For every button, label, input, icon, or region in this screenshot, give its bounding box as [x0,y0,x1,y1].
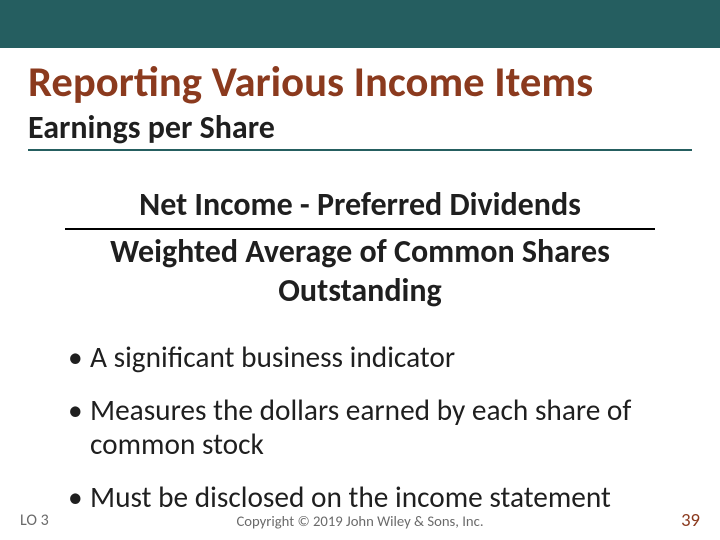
bullet-item: A significant business indicator [68,340,664,375]
formula-numerator: Net Income - Preferred Dividends [139,185,581,224]
slide-subtitle: Earnings per Share [0,108,720,149]
copyright-text: Copyright © 2019 John Wiley & Sons, Inc. [236,512,483,530]
top-accent-bar [0,0,720,48]
learning-objective-label: LO 3 [20,511,49,530]
slide-title: Reporting Various Income Items [0,48,720,108]
bullet-list: A significant business indicator Measure… [68,340,664,514]
subtitle-underline [28,149,692,151]
page-number: 39 [681,509,700,532]
bullet-item: Measures the dollars earned by each shar… [68,393,664,462]
slide-footer: LO 3 Copyright © 2019 John Wiley & Sons,… [0,509,720,532]
slide: Reporting Various Income Items Earnings … [0,0,720,540]
formula-divider [65,228,655,230]
formula-denominator: Weighted Average of Common Shares Outsta… [28,232,692,310]
eps-formula: Net Income - Preferred Dividends Weighte… [0,185,720,310]
